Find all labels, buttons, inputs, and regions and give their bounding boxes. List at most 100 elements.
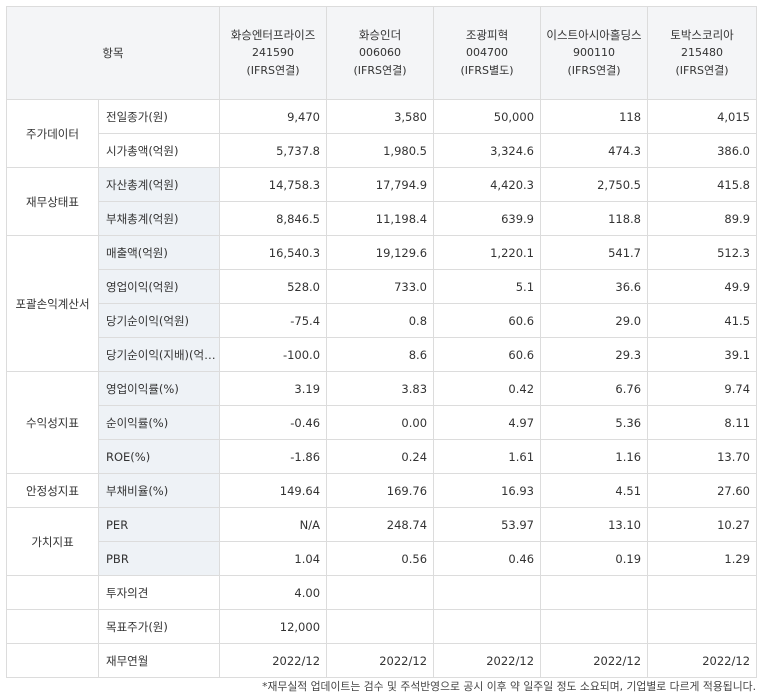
cell-value: 5.1 — [433, 269, 542, 304]
cell-value: 13.70 — [647, 439, 758, 474]
group-stock-data: 주가데이터 — [6, 99, 99, 168]
cell-value: 3,580 — [326, 99, 435, 134]
cell-value: 0.00 — [326, 405, 435, 440]
row-label-link[interactable]: 부채총계(억원) — [97, 201, 221, 236]
cell-value: 733.0 — [326, 269, 435, 304]
table-row: 수익성지표 영업이익률(%) 3.19 3.83 0.42 6.76 9.74 — [6, 371, 758, 474]
cell-value: 0.46 — [433, 541, 542, 576]
cell-value: -100.0 — [219, 337, 328, 372]
table-row: 영업이익(억원) 528.0 733.0 5.1 36.6 49.9 — [7, 269, 758, 304]
table-row: 안정성지표 부채비율(%) 149.64 169.76 16.93 4.51 2… — [6, 473, 758, 508]
row-label-link[interactable]: 부채비율(%) — [97, 473, 221, 508]
company-header[interactable]: 조광피혁 004700 (IFRS별도) — [433, 6, 542, 100]
company-name[interactable]: 토박스코리아 — [670, 28, 734, 42]
table-row: 순이익률(%) -0.46 0.00 4.97 5.36 8.11 — [7, 405, 758, 440]
table-row: 당기순이익(억원) -75.4 0.8 60.6 29.0 41.5 — [7, 303, 758, 338]
table-row: PBR 1.04 0.56 0.46 0.19 1.29 — [7, 541, 758, 576]
table-row: 목표주가(원) 12,000 — [6, 609, 758, 644]
cell-value: 2022/12 — [433, 643, 542, 678]
cell-empty — [647, 575, 758, 610]
cell-value: 41.5 — [647, 303, 758, 338]
cell-value: 0.8 — [326, 303, 435, 338]
cell-value: 36.6 — [540, 269, 649, 304]
company-name[interactable]: 조광피혁 — [465, 28, 509, 42]
table-row: 주가데이터 전일종가(원) 9,470 3,580 50,000 118 4,0… — [6, 99, 758, 168]
row-label-link[interactable]: PER — [97, 507, 221, 542]
table-row: 시가총액(억원) 5,737.8 1,980.5 3,324.6 474.3 3… — [7, 133, 758, 168]
row-label: 목표주가(원) — [97, 609, 221, 644]
cell-value: 14,758.3 — [219, 167, 328, 202]
row-label-link[interactable]: 영업이익(억원) — [97, 269, 221, 304]
company-header[interactable]: 토박스코리아 215480 (IFRS연결) — [647, 6, 758, 100]
cell-value: 89.9 — [647, 201, 758, 236]
cell-value: 1.61 — [433, 439, 542, 474]
cell-value: 4,015 — [647, 99, 758, 134]
company-header[interactable]: 화승인더 006060 (IFRS연결) — [326, 6, 435, 100]
row-label: 전일종가(원) — [97, 99, 221, 134]
row-label-link[interactable]: 영업이익률(%) — [97, 371, 221, 406]
cell-value: 9,470 — [219, 99, 328, 134]
footnote: *재무실적 업데이트는 검수 및 주석반영으로 공시 이후 약 일주일 정도 소… — [262, 680, 756, 693]
cell-value: -0.46 — [219, 405, 328, 440]
row-label: 투자의견 — [97, 575, 221, 610]
cell-value: 169.76 — [326, 473, 435, 508]
cell-value: 4.51 — [540, 473, 649, 508]
company-header[interactable]: 이스트아시아홀딩스 900110 (IFRS연결) — [540, 6, 649, 100]
cell-value: -75.4 — [219, 303, 328, 338]
cell-value: 1.04 — [219, 541, 328, 576]
cell-value: 53.97 — [433, 507, 542, 542]
cell-value: 29.3 — [540, 337, 649, 372]
cell-value: 3.83 — [326, 371, 435, 406]
row-label-link[interactable]: 당기순이익(억원) — [97, 303, 221, 338]
group-profitability: 수익성지표 — [6, 371, 99, 474]
cell-value: 639.9 — [433, 201, 542, 236]
cell-value: 9.74 — [647, 371, 758, 406]
company-name[interactable]: 화승인더 — [358, 28, 402, 42]
cell-value: 60.6 — [433, 303, 542, 338]
company-comparison-table: 항목 화승엔터프라이즈 241590 (IFRS연결) 화승인더 006060 … — [5, 6, 758, 678]
company-code: 241590 — [252, 46, 295, 59]
company-name[interactable]: 이스트아시아홀딩스 — [546, 28, 642, 42]
row-label-link[interactable]: PBR — [97, 541, 221, 576]
cell-value: 29.0 — [540, 303, 649, 338]
company-report-type: (IFRS연결) — [675, 64, 729, 77]
company-code: 215480 — [681, 46, 724, 59]
group-valuation: 가치지표 — [6, 507, 99, 576]
table-row: ROE(%) -1.86 0.24 1.61 1.16 13.70 — [7, 439, 758, 474]
cell-value: 5.36 — [540, 405, 649, 440]
cell-value: 12,000 — [219, 609, 328, 644]
row-label: 시가총액(억원) — [97, 133, 221, 168]
row-label-link[interactable]: ROE(%) — [97, 439, 221, 474]
cell-value: 39.1 — [647, 337, 758, 372]
cell-value: -1.86 — [219, 439, 328, 474]
cell-value: 6.76 — [540, 371, 649, 406]
cell-value: N/A — [219, 507, 328, 542]
cell-value: 0.42 — [433, 371, 542, 406]
row-label-link[interactable]: 당기순이익(지배)(억원) — [97, 337, 221, 372]
cell-value: 0.24 — [326, 439, 435, 474]
row-label-link[interactable]: 매출액(억원) — [97, 235, 221, 270]
cell-value: 149.64 — [219, 473, 328, 508]
cell-value: 2022/12 — [219, 643, 328, 678]
cell-value: 60.6 — [433, 337, 542, 372]
cell-empty — [540, 609, 649, 644]
cell-value: 2022/12 — [647, 643, 758, 678]
cell-value: 4,420.3 — [433, 167, 542, 202]
cell-value: 8,846.5 — [219, 201, 328, 236]
company-name[interactable]: 화승엔터프라이즈 — [230, 28, 316, 42]
cell-value: 11,198.4 — [326, 201, 435, 236]
table-row: 가치지표 PER N/A 248.74 53.97 13.10 10.27 — [6, 507, 758, 576]
cell-value: 8.11 — [647, 405, 758, 440]
cell-value: 118 — [540, 99, 649, 134]
header-item-label: 항목 — [5, 6, 221, 100]
cell-value: 2022/12 — [326, 643, 435, 678]
row-label: 재무연월 — [97, 643, 221, 678]
table-row: 재무상태표 자산총계(억원) 14,758.3 17,794.9 4,420.3… — [6, 167, 758, 236]
company-report-type: (IFRS연결) — [567, 64, 621, 77]
row-label-link[interactable]: 순이익률(%) — [97, 405, 221, 440]
row-label-link[interactable]: 자산총계(억원) — [97, 167, 221, 202]
company-header[interactable]: 화승엔터프라이즈 241590 (IFRS연결) — [219, 6, 328, 100]
company-code: 006060 — [359, 46, 402, 59]
cell-value: 50,000 — [433, 99, 542, 134]
